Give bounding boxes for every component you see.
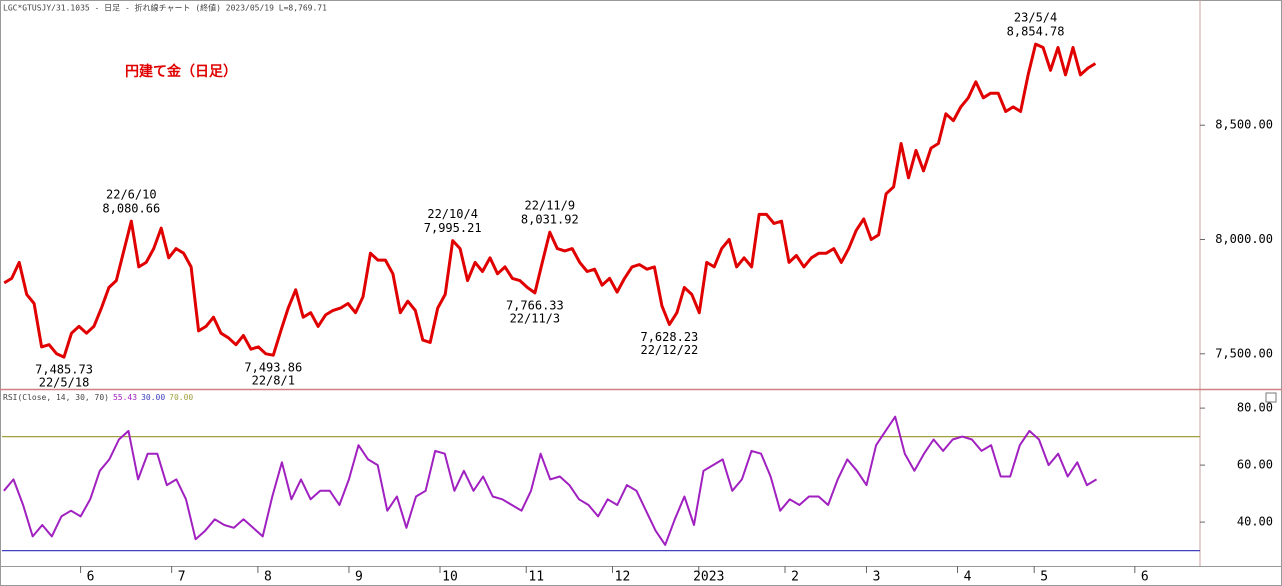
chart-title: 円建て金（日足） <box>125 63 237 80</box>
x-tick-label: 12 <box>615 570 631 585</box>
x-tick-label: 9 <box>355 570 363 585</box>
series-line <box>3 42 1097 359</box>
x-tick-label: 10 <box>442 570 458 585</box>
panel-button[interactable] <box>1265 392 1277 403</box>
annotation-value: 7,628.23 <box>640 330 698 344</box>
x-tick-label: 7 <box>178 570 186 585</box>
header-value: 30.00 <box>141 393 165 402</box>
y-tick-label: 80.00 <box>1237 401 1273 415</box>
rsi-header-text: RSI(Close, 14, 30, 70) <box>3 393 109 402</box>
annotation-date: 22/6/10 <box>106 188 157 202</box>
header-value: 55.43 <box>113 393 137 402</box>
y-tick-label: 7,500.00 <box>1215 346 1273 360</box>
annotation-value: 7,995.21 <box>424 221 482 235</box>
annotation-date: 22/12/22 <box>640 343 698 357</box>
rsi-header: RSI(Close, 14, 30, 70) 55.43 30.00 70.00 <box>3 393 193 402</box>
y-tick-label: 8,500.00 <box>1215 118 1273 132</box>
header-value: 70.00 <box>169 393 193 402</box>
x-tick-label: 6 <box>87 570 95 585</box>
annotation-date: 22/10/4 <box>427 207 478 221</box>
annotation-date: 22/5/18 <box>39 376 90 390</box>
annotation-date: 23/5/4 <box>1014 11 1057 25</box>
y-tick-label: 60.00 <box>1237 458 1273 472</box>
annotation-value: 7,493.86 <box>244 361 302 375</box>
annotation-value: 8,854.78 <box>1007 25 1065 39</box>
annotation-date: 22/11/3 <box>510 311 561 325</box>
annotation-value: 7,485.73 <box>35 363 93 377</box>
annotation-date: 22/8/1 <box>252 374 295 388</box>
y-tick-label: 8,000.00 <box>1215 232 1273 246</box>
x-tick-label: 3 <box>873 570 881 585</box>
price-header: LGC*GTUSJY/31.1035 - 日足 - 折れ線チャート (終値) 2… <box>3 3 327 13</box>
series-line <box>3 415 1098 546</box>
x-tick-label: 6 <box>1141 570 1149 585</box>
x-tick-label: 4 <box>964 570 972 585</box>
annotation-value: 8,080.66 <box>102 202 160 216</box>
y-tick-label: 40.00 <box>1237 515 1273 529</box>
annotation-value: 7,766.33 <box>506 298 564 312</box>
x-tick-label: 8 <box>264 570 272 585</box>
x-tick-label: 5 <box>1040 570 1048 585</box>
x-tick-label: 2 <box>791 570 799 585</box>
x-tick-label: 11 <box>528 570 544 585</box>
annotation-value: 8,031.92 <box>521 213 579 227</box>
x-tick-label: 2023 <box>693 570 724 585</box>
annotation-date: 22/11/9 <box>525 199 576 213</box>
